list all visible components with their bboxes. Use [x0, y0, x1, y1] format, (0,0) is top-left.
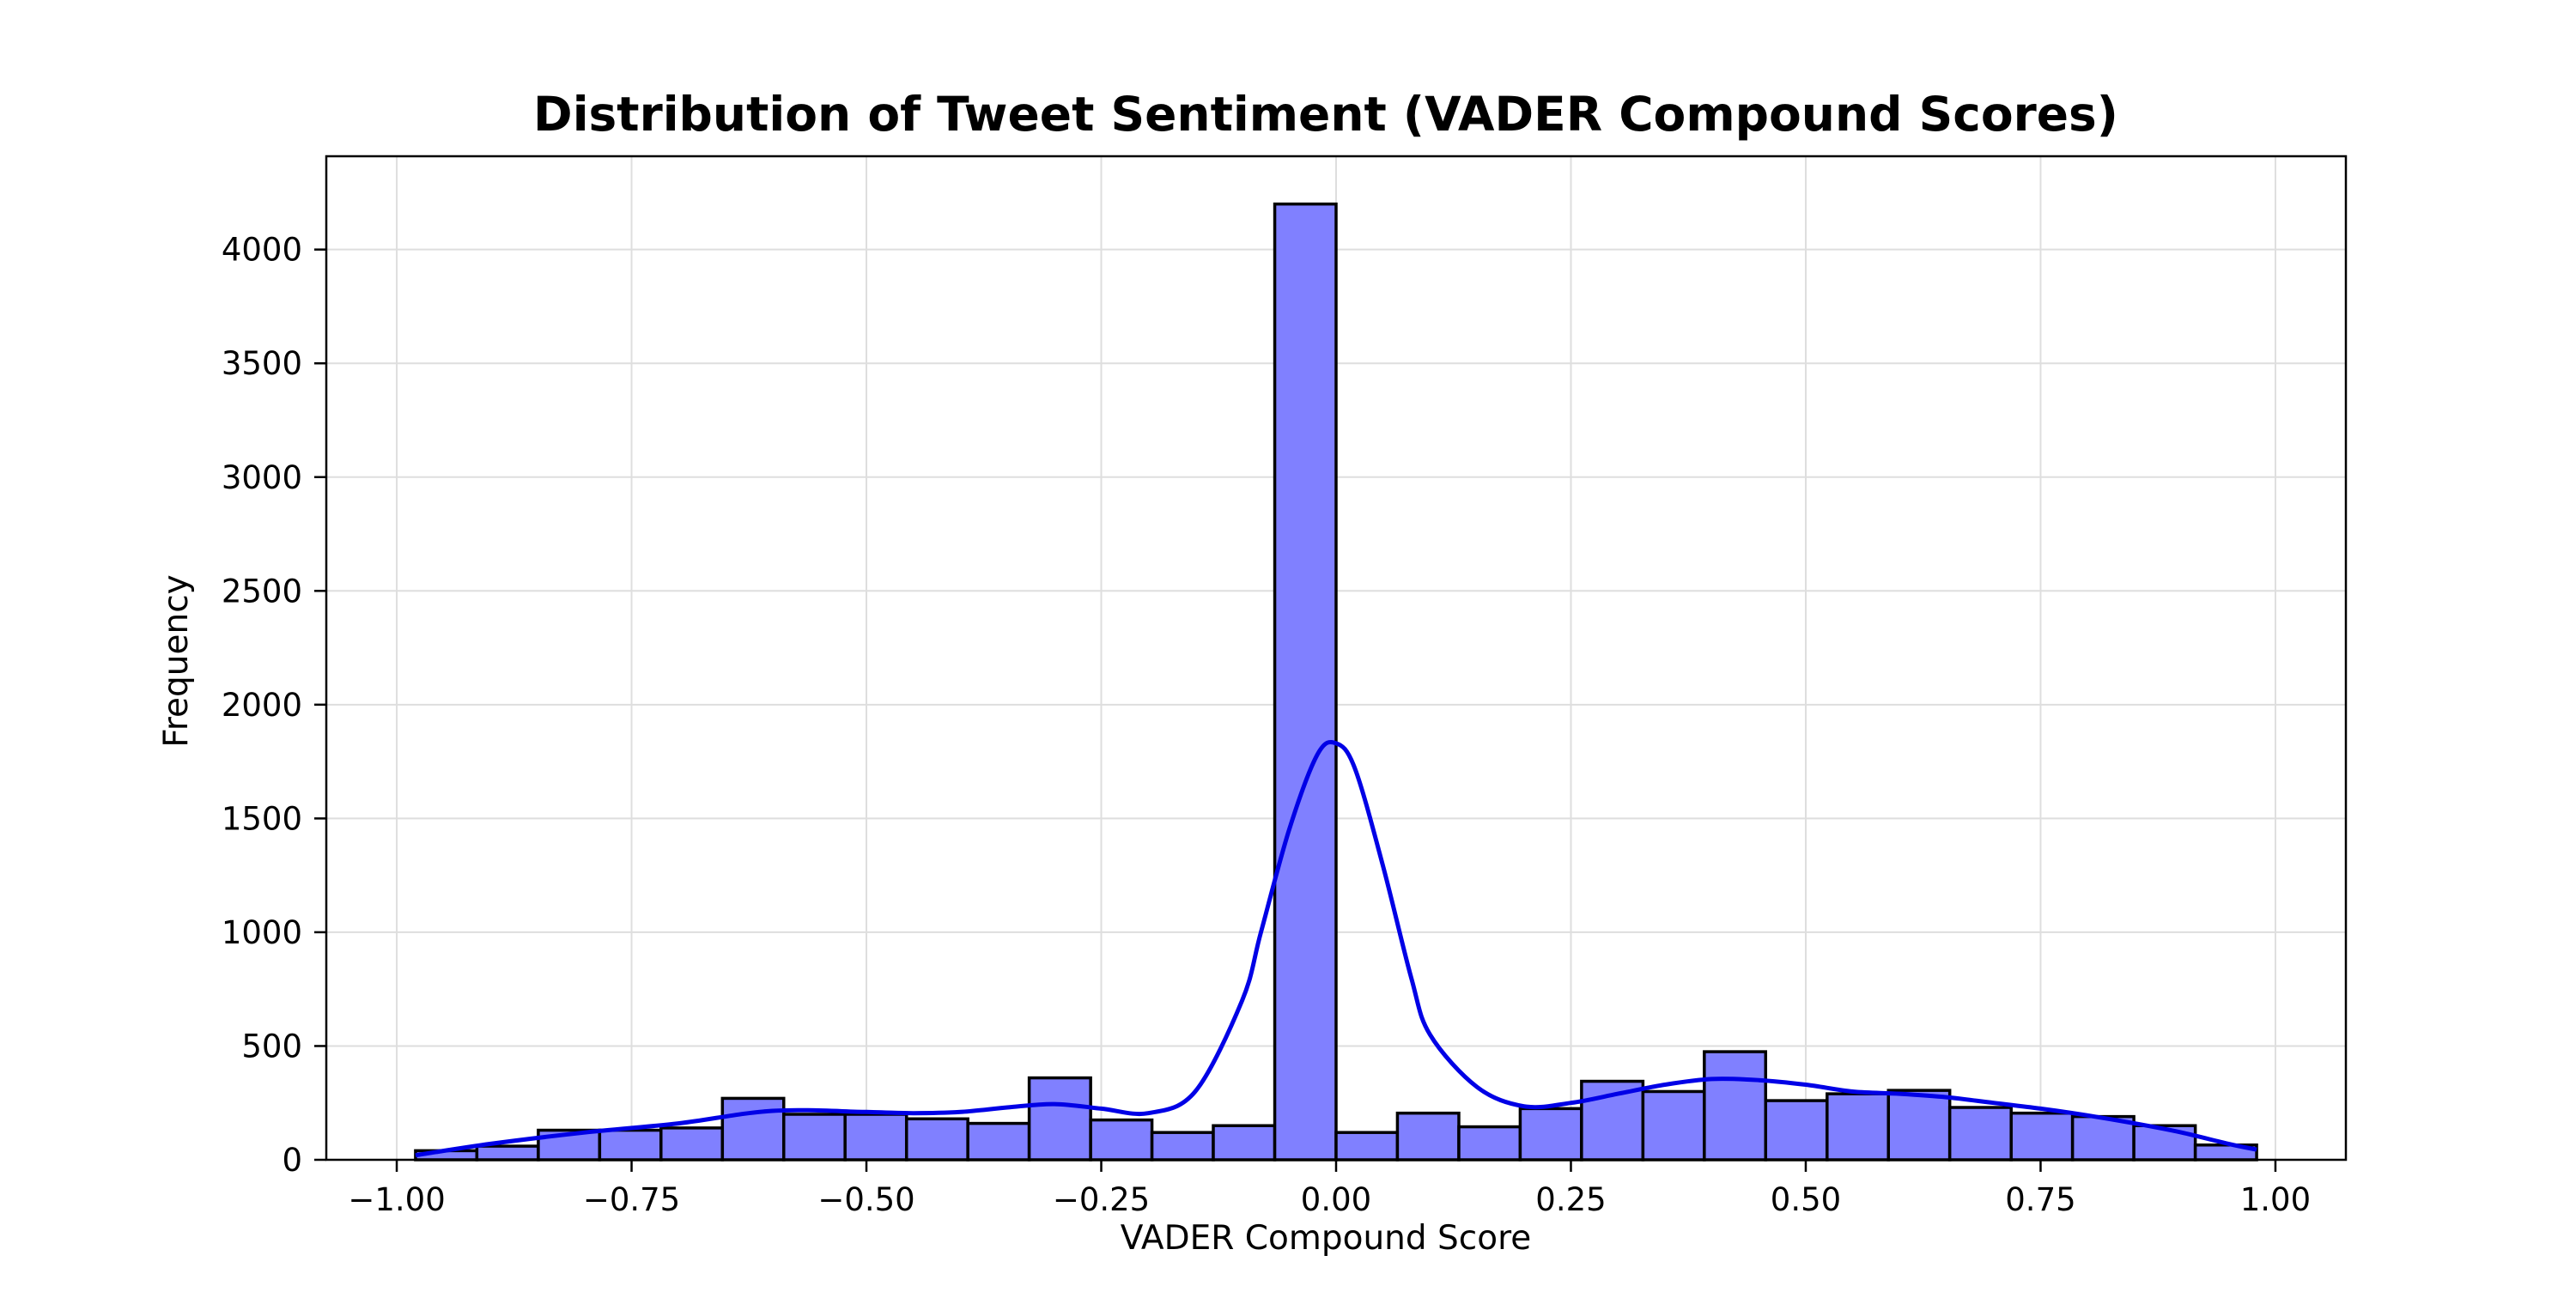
y-tick-label: 1500	[222, 800, 302, 837]
histogram-bar	[1027, 1076, 1092, 1162]
y-axis-label: Frequency	[157, 574, 196, 747]
histogram-bar	[1212, 1124, 1277, 1162]
y-tick-label: 500	[241, 1028, 302, 1065]
histogram-bar	[782, 1113, 847, 1162]
histogram-bar	[1886, 1089, 1952, 1162]
histogram-bar	[1641, 1089, 1706, 1162]
y-tick-label: 4000	[222, 232, 302, 269]
histogram-bar	[1334, 1131, 1400, 1162]
histogram-bar	[1457, 1125, 1522, 1162]
histogram-bar	[1518, 1107, 1583, 1162]
histogram-bar	[843, 1113, 908, 1162]
histogram-bar	[1395, 1111, 1461, 1162]
y-tick-label: 2000	[222, 687, 302, 724]
histogram-bar	[475, 1144, 540, 1162]
x-axis-ticks: −1.00 −0.75 −0.50 −0.25 0.00 0.25 0.50 0.75 1.00	[348, 1160, 2311, 1218]
chart-title: Distribution of Tweet Sentiment (VADER C…	[533, 87, 2118, 142]
x-tick-label: −0.50	[817, 1181, 914, 1218]
y-tick-label: 3000	[222, 459, 302, 496]
y-tick-label: 3500	[222, 345, 302, 382]
kde-curve	[415, 740, 2257, 1158]
histogram-bar	[1150, 1131, 1215, 1162]
histogram-bar	[2009, 1111, 2075, 1162]
histogram-bar	[720, 1096, 786, 1162]
x-tick-label: 0.00	[1301, 1181, 1371, 1218]
y-tick-label: 2500	[222, 573, 302, 610]
x-tick-label: −0.25	[1053, 1181, 1150, 1218]
kde-curve-layer	[415, 740, 2257, 1158]
x-tick-label: −0.75	[583, 1181, 680, 1218]
histogram-bar	[659, 1126, 725, 1162]
x-tick-label: −1.00	[348, 1181, 445, 1218]
y-tick-label: 0	[282, 1142, 302, 1179]
histogram-bar	[1089, 1118, 1154, 1162]
histogram-bar	[1947, 1106, 2013, 1162]
y-axis-ticks: 0 500 1000 1500 2000 2500 3000 3500 4000	[222, 232, 326, 1179]
histogram-bar	[966, 1121, 1031, 1162]
x-axis-label: VADER Compound Score	[1121, 1219, 1532, 1258]
histogram-bar	[904, 1117, 969, 1162]
x-tick-label: 0.75	[2005, 1181, 2075, 1218]
histogram-bar	[598, 1128, 663, 1162]
histogram-bar	[1764, 1099, 1829, 1162]
x-tick-label: 0.50	[1771, 1181, 1841, 1218]
x-tick-label: 1.00	[2240, 1181, 2311, 1218]
y-tick-label: 1000	[222, 914, 302, 951]
histogram-bar	[1703, 1050, 1768, 1162]
x-tick-label: 0.25	[1535, 1181, 1606, 1218]
histogram-bar	[1273, 202, 1338, 1162]
histogram-bar	[1826, 1092, 1890, 1162]
